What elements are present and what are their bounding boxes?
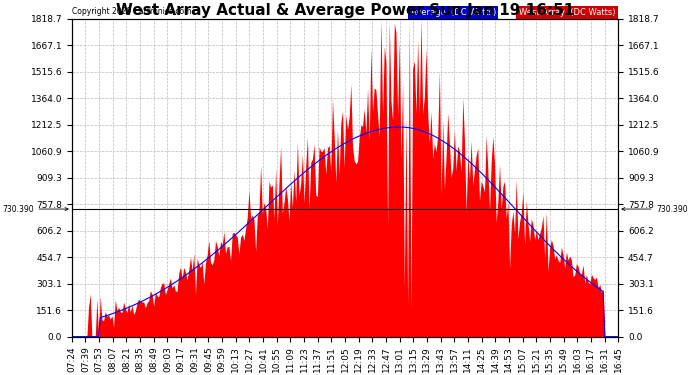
Text: Copyright 2020 Cartronics.com: Copyright 2020 Cartronics.com [72, 7, 191, 16]
Text: West Array  (DC Watts): West Array (DC Watts) [519, 8, 615, 17]
Title: West Array Actual & Average Power Sun Jan 19 16:51: West Array Actual & Average Power Sun Ja… [116, 3, 574, 18]
Text: 730.390: 730.390 [2, 204, 68, 213]
Text: 730.390: 730.390 [622, 204, 688, 213]
Text: Average  (DC Watts): Average (DC Watts) [411, 8, 496, 17]
